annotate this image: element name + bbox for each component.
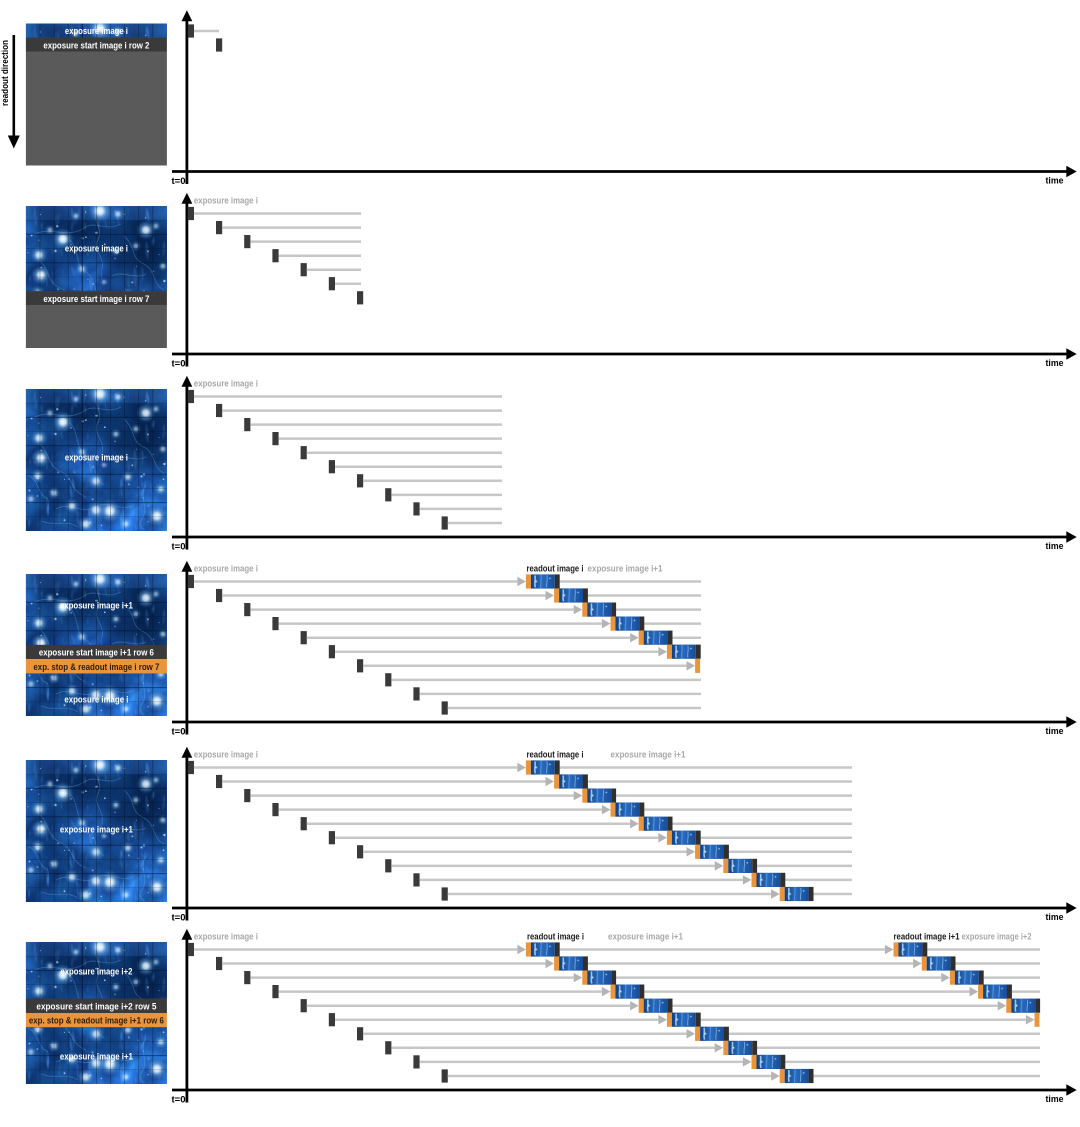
svg-text:readout direction: readout direction [0,40,10,106]
svg-text:exposure image i+2: exposure image i+2 [60,966,132,976]
svg-text:readout image i: readout image i [527,932,584,942]
svg-text:exposure image i: exposure image i [65,452,128,462]
svg-text:exposure image i: exposure image i [65,243,128,253]
svg-text:exposure image i: exposure image i [64,694,128,704]
svg-text:exposure image i: exposure image i [65,26,128,36]
svg-text:exposure image i: exposure image i [194,379,258,389]
svg-text:exposure image i: exposure image i [194,932,258,942]
svg-text:t=0: t=0 [172,726,186,736]
svg-text:exposure image i+1: exposure image i+1 [611,750,686,760]
svg-text:exposure start image i+2 row 5: exposure start image i+2 row 5 [36,1002,156,1012]
svg-text:readout image i+1: readout image i+1 [894,932,960,942]
svg-text:exposure start image i+1 row 6: exposure start image i+1 row 6 [39,648,154,658]
svg-text:exposure image i: exposure image i [194,564,258,574]
svg-text:t=0: t=0 [172,1094,186,1104]
svg-text:t=0: t=0 [172,912,186,922]
svg-text:exposure image i+1: exposure image i+1 [60,600,133,610]
svg-text:time: time [1046,1094,1064,1104]
svg-text:exposure image i+1: exposure image i+1 [608,932,683,942]
svg-text:exposure image i+1: exposure image i+1 [588,564,663,574]
svg-text:readout image i: readout image i [527,564,584,574]
svg-text:t=0: t=0 [172,541,186,551]
svg-text:t=0: t=0 [172,176,186,186]
svg-text:exposure start image i row 7: exposure start image i row 7 [43,294,149,304]
svg-text:time: time [1046,358,1064,368]
svg-text:exp. stop & readout image i ro: exp. stop & readout image i row 7 [33,662,159,672]
svg-text:readout image i: readout image i [527,750,584,760]
svg-text:time: time [1046,726,1064,736]
svg-text:t=0: t=0 [172,358,186,368]
svg-text:exposure image i: exposure image i [194,750,258,760]
svg-text:time: time [1046,176,1064,186]
svg-text:exposure image i: exposure image i [194,196,258,206]
svg-text:exposure image i+1: exposure image i+1 [60,824,133,834]
svg-text:time: time [1046,912,1064,922]
svg-text:exposure image i+2: exposure image i+2 [962,932,1032,942]
svg-text:time: time [1046,541,1064,551]
svg-text:exposure image i+1: exposure image i+1 [60,1051,133,1061]
svg-text:exp. stop & readout image i+1: exp. stop & readout image i+1 row 6 [29,1016,164,1026]
svg-text:exposure start image i row 2: exposure start image i row 2 [43,40,149,50]
